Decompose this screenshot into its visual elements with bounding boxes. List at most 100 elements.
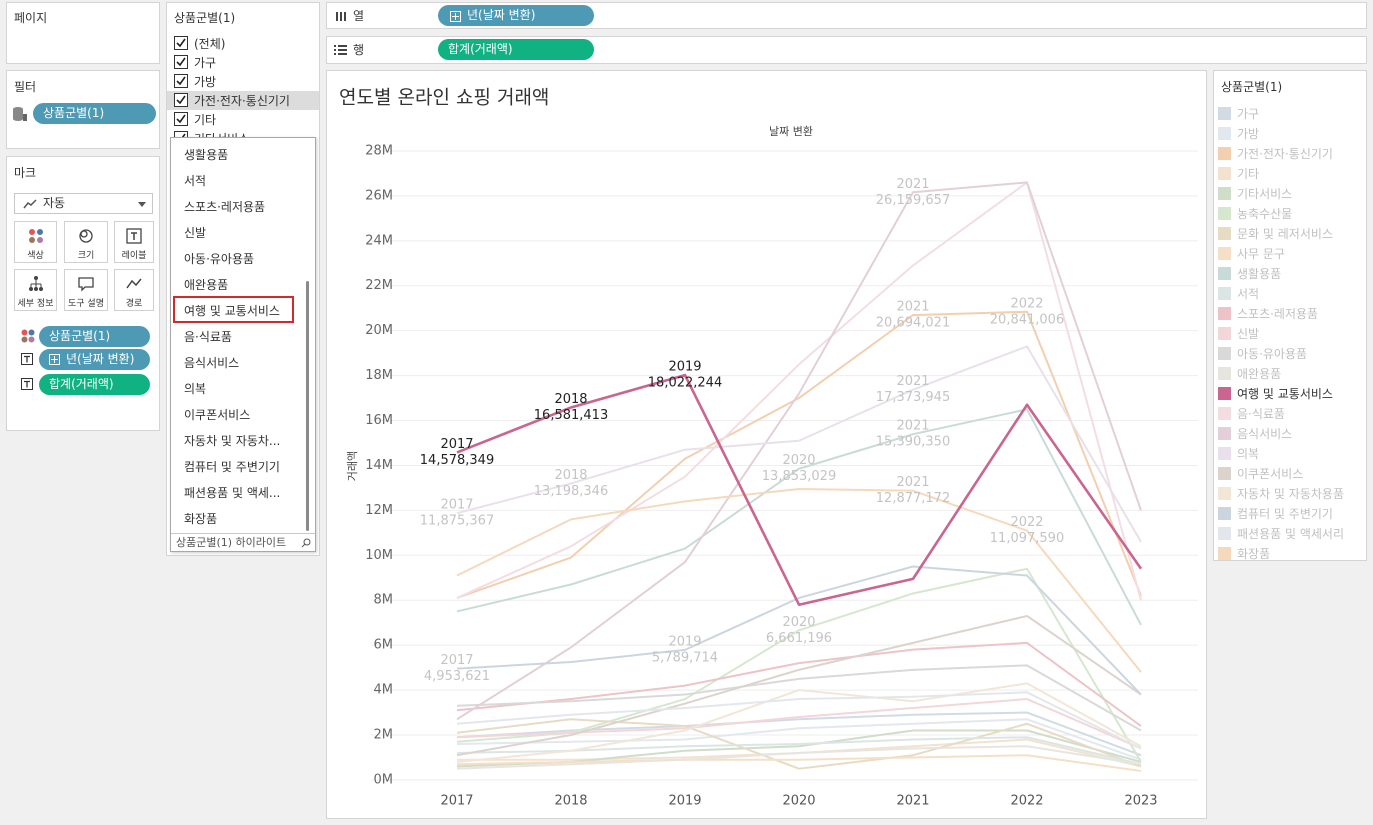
legend-label: 음식서비스 bbox=[1237, 427, 1293, 441]
columns-pill[interactable]: 년(날짜 변환) bbox=[438, 5, 594, 26]
chart-group: 연도별 온라인 쇼핑 거래액 날짜 변환 거래액 0M 2M 4M 6M 8M 10M 12… bbox=[339, 87, 1198, 809]
dropdown-item[interactable]: 생활용품 bbox=[184, 148, 229, 162]
legend-item[interactable]: 가전·전자·통신기기 bbox=[1214, 143, 1366, 163]
data-label-category: 2021 bbox=[896, 177, 929, 192]
dropdown-item[interactable]: 음식서비스 bbox=[184, 356, 240, 370]
dropdown-item[interactable]: 이쿠폰서비스 bbox=[184, 408, 251, 422]
dropdown-item[interactable]: 스포츠·레저용품 bbox=[184, 200, 266, 214]
marks-pill[interactable]: 년(날짜 변환) bbox=[39, 349, 150, 370]
mark-button[interactable]: 크기 bbox=[64, 221, 108, 263]
filter-item[interactable]: (전체) bbox=[167, 34, 319, 52]
legend-item[interactable]: 농축수산물 bbox=[1214, 203, 1366, 223]
shelf-label: 열 bbox=[353, 9, 365, 23]
legend-title: 상품군별(1) bbox=[1221, 80, 1283, 94]
series-line bbox=[456, 698, 1142, 750]
legend-item[interactable]: 사무 문구 bbox=[1214, 243, 1366, 263]
legend-swatch bbox=[1218, 327, 1231, 340]
mark-button[interactable]: 레이블 bbox=[114, 221, 154, 263]
series-line bbox=[456, 614, 1142, 757]
legend-item[interactable]: 신발 bbox=[1214, 323, 1366, 343]
scrollbar[interactable] bbox=[306, 281, 309, 531]
data-label: 5,789,714 bbox=[652, 650, 718, 665]
dropdown-item[interactable]: 자동차 및 자동차... bbox=[184, 434, 281, 448]
filter-item[interactable]: 가전·전자·통신기기 bbox=[167, 91, 319, 109]
legend-item[interactable]: 의복 bbox=[1214, 443, 1366, 463]
legend-label: 음·식료품 bbox=[1237, 407, 1285, 421]
legend-swatch bbox=[1218, 227, 1231, 240]
search-icon[interactable] bbox=[301, 538, 311, 548]
dropdown-item[interactable]: 컴퓨터 및 주변기기 bbox=[184, 460, 280, 474]
selected-item-box bbox=[173, 296, 294, 323]
dropdown-item[interactable]: 음·식료품 bbox=[184, 330, 232, 344]
legend-item[interactable]: 가구 bbox=[1214, 103, 1366, 123]
legend-item[interactable]: 컴퓨터 및 주변기기 bbox=[1214, 503, 1366, 523]
mark-type-dropdown[interactable]: 자동 bbox=[14, 193, 153, 214]
legend-item[interactable]: 화장품 bbox=[1214, 543, 1366, 563]
legend-item[interactable]: 애완용품 bbox=[1214, 363, 1366, 383]
dropdown-item[interactable]: 서적 bbox=[184, 174, 207, 188]
dropdown-item[interactable]: 애완용품 bbox=[184, 278, 229, 292]
footer-label: 상품군별(1) 하이라이트 bbox=[176, 536, 287, 549]
y-tick-label: 16M bbox=[365, 413, 393, 428]
series-line bbox=[456, 408, 1142, 626]
legend-item[interactable]: 서적 bbox=[1214, 283, 1366, 303]
checkbox bbox=[174, 55, 188, 69]
legend-item[interactable]: 음식서비스 bbox=[1214, 423, 1366, 443]
legend-item[interactable]: 기타 bbox=[1214, 163, 1366, 183]
legend-swatch bbox=[1218, 287, 1231, 300]
legend-item[interactable]: 생활용품 bbox=[1214, 263, 1366, 283]
shelf-label: 행 bbox=[353, 43, 365, 57]
legend-swatch bbox=[1218, 467, 1231, 480]
legend-item[interactable]: 자동차 및 자동차용품 bbox=[1214, 483, 1366, 503]
mark-button-icon bbox=[79, 229, 93, 243]
filter-item-label: 가방 bbox=[194, 75, 217, 89]
dropdown-item[interactable]: 패션용품 및 액세... bbox=[184, 486, 281, 500]
filter-pill[interactable]: 상품군별(1) bbox=[33, 103, 156, 124]
data-label-category: 2018 bbox=[554, 392, 587, 407]
filter-item[interactable]: 가방 bbox=[167, 72, 319, 90]
legend-item[interactable]: 문화 및 레저서비스 bbox=[1214, 223, 1366, 243]
mark-button[interactable]: 색상 bbox=[14, 221, 57, 263]
dropdown-item[interactable]: 여행 및 교통서비스 bbox=[184, 304, 280, 318]
legend-item[interactable]: 여행 및 교통서비스 bbox=[1214, 383, 1366, 403]
legend-swatch bbox=[1218, 427, 1231, 440]
dropdown-item[interactable]: 신발 bbox=[184, 226, 207, 240]
series-line bbox=[456, 488, 1142, 673]
legend-item[interactable]: 기타서비스 bbox=[1214, 183, 1366, 203]
legend-label: 기타서비스 bbox=[1237, 187, 1293, 201]
legend-item[interactable]: 스포츠·레저용품 bbox=[1214, 303, 1366, 323]
legend-label: 여행 및 교통서비스 bbox=[1237, 387, 1333, 401]
x-tick-label: 2022 bbox=[1010, 794, 1043, 809]
data-label: 15,390,350 bbox=[876, 435, 950, 450]
legend-item[interactable]: 가방 bbox=[1214, 123, 1366, 143]
data-label-category: 2020 bbox=[782, 453, 815, 468]
filter-item[interactable]: 기타 bbox=[167, 110, 319, 128]
dropdown-item[interactable]: 아동·유아용품 bbox=[184, 252, 255, 266]
data-label-category: 2020 bbox=[782, 615, 815, 630]
legend-item[interactable]: 음·식료품 bbox=[1214, 403, 1366, 423]
filter-item[interactable]: 가구 bbox=[167, 53, 319, 71]
dropdown-item[interactable]: 의복 bbox=[184, 382, 207, 396]
marks-pill[interactable]: 상품군별(1) bbox=[39, 326, 150, 347]
legend-label: 문화 및 레저서비스 bbox=[1237, 227, 1333, 241]
mark-button[interactable]: 세부 정보 bbox=[14, 269, 57, 311]
data-label: 18,022,244 bbox=[648, 376, 722, 391]
y-tick-label: 0M bbox=[374, 772, 394, 787]
rows-pill[interactable]: 합계(거래액) bbox=[438, 39, 594, 60]
legend-swatch bbox=[1218, 547, 1231, 560]
legend-item[interactable]: 패션용품 및 액세서리 bbox=[1214, 523, 1366, 543]
marks-pill[interactable]: 합계(거래액) bbox=[39, 374, 150, 395]
y-tick-label: 24M bbox=[365, 233, 393, 248]
legend-label: 애완용품 bbox=[1237, 367, 1282, 381]
series-line bbox=[456, 691, 1142, 750]
mark-button[interactable]: 도구 설명 bbox=[64, 269, 108, 311]
legend-swatch bbox=[1218, 167, 1231, 180]
dropdown-item[interactable]: 화장품 bbox=[184, 512, 218, 526]
y-tick-label: 4M bbox=[374, 683, 394, 698]
data-label: 17,373,945 bbox=[876, 390, 950, 405]
mark-button[interactable]: 경로 bbox=[114, 269, 154, 311]
legend-item[interactable]: 이쿠폰서비스 bbox=[1214, 463, 1366, 483]
legend-item[interactable]: 아동·유아용품 bbox=[1214, 343, 1366, 363]
